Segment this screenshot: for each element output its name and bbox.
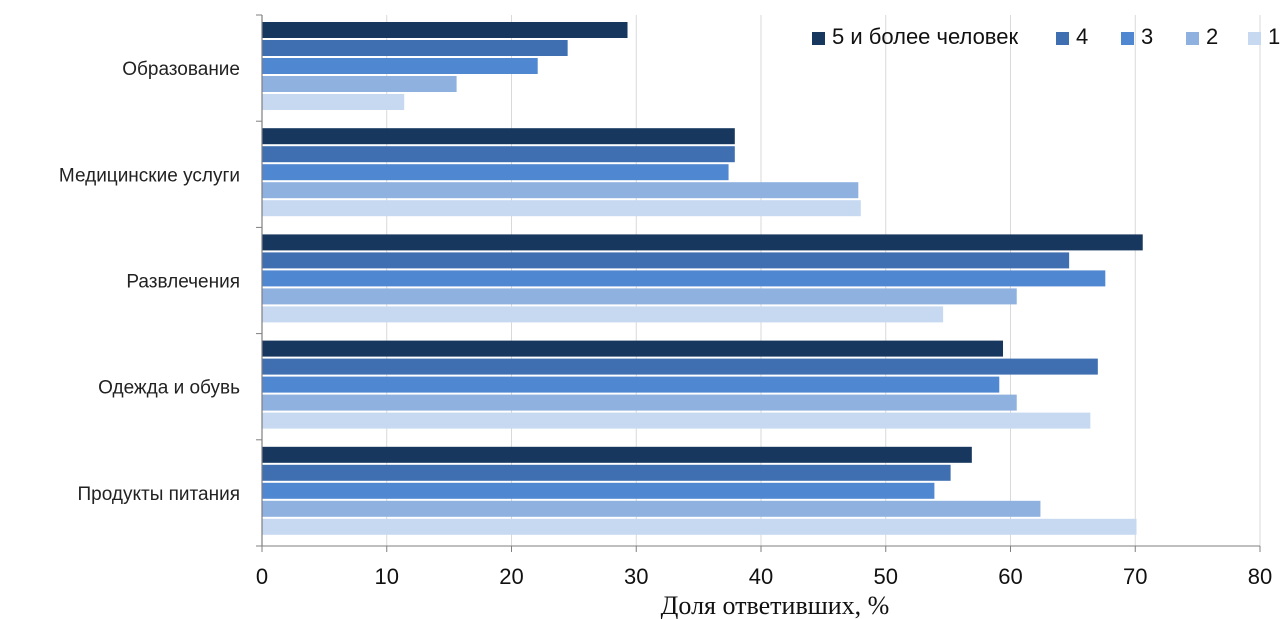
legend-label-2: 4 bbox=[1076, 24, 1088, 49]
bar-1-series-2 bbox=[262, 40, 568, 56]
legend: 5 и более человек 4 3 2 1 bbox=[812, 24, 1280, 49]
legend-swatch-4 bbox=[1186, 32, 1199, 45]
bar-2-series-1 bbox=[262, 128, 735, 145]
axes bbox=[256, 14, 1261, 552]
x-tick-label-20: 20 bbox=[499, 564, 523, 589]
bar-3-series-5 bbox=[262, 306, 944, 323]
bar-3-series-3 bbox=[262, 270, 1106, 287]
x-tick-label-70: 70 bbox=[1123, 564, 1147, 589]
legend-swatch-1 bbox=[812, 32, 825, 45]
bar-2-series-5 bbox=[262, 200, 861, 217]
x-axis-title: Доля ответивших, % bbox=[661, 591, 890, 619]
bar-2-series-4 bbox=[262, 182, 859, 199]
category-label-4: Одежда и обувь bbox=[98, 378, 240, 399]
legend-swatch-3 bbox=[1121, 32, 1134, 45]
category-label-5: Продукты питания bbox=[78, 484, 240, 505]
bars bbox=[262, 22, 1143, 535]
category-label-2: Медицинские услуги bbox=[59, 165, 240, 186]
bar-4-series-3 bbox=[262, 376, 1000, 393]
legend-label-3: 3 bbox=[1141, 24, 1153, 49]
legend-swatch-2 bbox=[1056, 32, 1069, 45]
category-label-3: Развлечения bbox=[126, 272, 240, 293]
bar-4-series-4 bbox=[262, 394, 1017, 411]
bar-2-series-3 bbox=[262, 164, 729, 181]
bar-4-series-5 bbox=[262, 412, 1091, 429]
legend-label-1: 5 и более человек bbox=[832, 24, 1018, 49]
x-tick-label-80: 80 bbox=[1248, 564, 1272, 589]
legend-swatch-5 bbox=[1248, 32, 1261, 45]
x-tick-label-60: 60 bbox=[998, 564, 1022, 589]
x-tick-label-10: 10 bbox=[375, 564, 399, 589]
bar-5-series-3 bbox=[262, 482, 935, 499]
legend-label-4: 2 bbox=[1206, 24, 1218, 49]
x-tick-label-50: 50 bbox=[874, 564, 898, 589]
bar-3-series-1 bbox=[262, 234, 1143, 251]
bar-3-series-2 bbox=[262, 252, 1070, 269]
bar-4-series-1 bbox=[262, 340, 1004, 357]
bar-5-series-2 bbox=[262, 464, 951, 481]
bar-3-series-4 bbox=[262, 288, 1017, 305]
x-tick-label-40: 40 bbox=[749, 564, 773, 589]
bar-1-series-1 bbox=[262, 22, 628, 38]
category-labels: Образование Медицинские услуги Развлечения… bbox=[59, 59, 240, 505]
bar-4-series-2 bbox=[262, 358, 1098, 375]
legend-label-5: 1 bbox=[1268, 24, 1280, 49]
category-label-1: Образование bbox=[122, 59, 240, 80]
x-tick-labels: 0 10 20 30 40 50 60 70 80 bbox=[256, 564, 1272, 589]
bar-1-series-5 bbox=[262, 94, 405, 110]
bar-5-series-4 bbox=[262, 500, 1041, 517]
bar-1-series-4 bbox=[262, 76, 457, 92]
bar-2-series-2 bbox=[262, 146, 735, 163]
bar-1-series-3 bbox=[262, 58, 538, 74]
bar-5-series-1 bbox=[262, 446, 972, 463]
x-tick-label-0: 0 bbox=[256, 564, 268, 589]
x-tick-label-30: 30 bbox=[624, 564, 648, 589]
bar-5-series-5 bbox=[262, 518, 1137, 535]
